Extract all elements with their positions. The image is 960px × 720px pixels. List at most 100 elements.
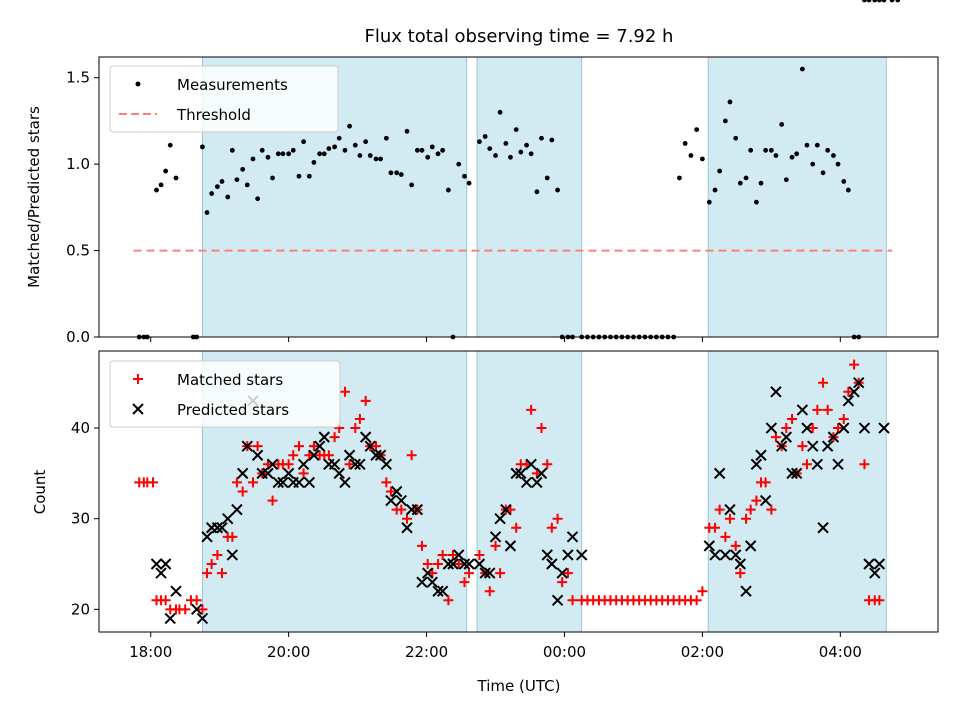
predicted-star-point <box>303 476 316 489</box>
measurement-point <box>497 109 503 115</box>
predicted-star-point <box>703 540 715 552</box>
measurement-point <box>425 154 431 160</box>
predicted-star-point <box>807 440 819 452</box>
measurement-point <box>814 142 820 148</box>
predicted-star-point <box>719 549 732 561</box>
measurement-point <box>866 0 872 3</box>
matched-star-point <box>252 441 263 452</box>
matched-star-point <box>354 413 365 424</box>
matched-star-point <box>298 468 309 479</box>
measurement-point <box>804 142 810 148</box>
matched-star-point <box>406 450 417 461</box>
x-tick-label: 18:00 <box>129 643 172 661</box>
top-panel: 0.0 0.5 1.0 1.5 Matched/Predicted stars Mea… <box>25 0 939 346</box>
measurement-point <box>225 194 231 200</box>
predicted-star-point <box>765 422 778 434</box>
predicted-star-point <box>282 467 295 480</box>
matched-star-point <box>797 441 808 452</box>
measurement-point <box>722 118 728 124</box>
predicted-star-point <box>817 522 829 534</box>
predicted-star-point <box>395 494 407 507</box>
matched-star-point <box>344 459 355 470</box>
measurement-point <box>763 147 769 153</box>
measurement-point <box>234 177 240 183</box>
measurement-point <box>290 147 296 153</box>
predicted-star-point <box>266 458 279 471</box>
bottom-panel-frame <box>98 350 939 633</box>
predicted-star-point <box>576 549 588 561</box>
measurement-point <box>768 147 774 153</box>
y-tick-label: 1.0 <box>66 155 90 173</box>
matched-star-point <box>308 441 319 452</box>
measurement-point <box>357 153 363 158</box>
measurement-point <box>332 144 338 150</box>
measurement-point <box>773 153 779 158</box>
measurement-point <box>466 180 472 186</box>
predicted-star-point <box>541 549 553 561</box>
matched-star-point <box>453 559 464 570</box>
predicted-star-point <box>359 431 372 443</box>
predicted-star-point <box>313 440 326 452</box>
predicted-star-point <box>473 558 486 570</box>
measurement-point <box>363 139 369 145</box>
predicted-star-point <box>479 567 491 579</box>
predicted-star-point <box>566 531 579 543</box>
measurement-point <box>779 122 785 127</box>
predicted-star-point <box>432 585 444 597</box>
predicted-star-point <box>150 558 163 570</box>
measurement-point <box>682 141 688 146</box>
predicted-star-point <box>832 458 844 471</box>
predicted-star-point <box>339 476 351 489</box>
matched-star-point <box>216 568 227 579</box>
measurement-point <box>296 173 302 179</box>
measurement-point <box>737 180 743 186</box>
predicted-star-point <box>241 440 253 452</box>
measurement-point <box>209 191 215 196</box>
matched-star-point <box>227 531 238 542</box>
x-tick-label: 04:00 <box>819 643 862 661</box>
predicted-star-point <box>277 476 289 489</box>
predicted-star-point <box>821 440 834 452</box>
predicted-star-point <box>786 467 798 480</box>
matched-star-point <box>874 595 885 606</box>
predicted-star-point <box>426 576 439 588</box>
predicted-star-point <box>848 386 860 398</box>
predicted-star-point <box>201 531 213 543</box>
measurement-point <box>462 173 467 179</box>
matched-star-point <box>433 559 444 570</box>
matched-star-point <box>735 568 746 579</box>
predicted-star-point <box>489 531 502 543</box>
predicted-star-point <box>390 485 403 498</box>
matched-star-point <box>770 432 781 443</box>
matched-star-point <box>760 477 771 488</box>
measurement-point <box>275 151 281 157</box>
predicted-star-point <box>842 395 855 407</box>
measurement-point <box>528 151 534 157</box>
predicted-star-point <box>370 449 382 461</box>
matched-star-point <box>801 459 812 470</box>
matched-star-point <box>381 477 392 488</box>
shaded-interval <box>476 56 583 338</box>
matched-star-point <box>212 549 223 560</box>
measurement-point <box>895 0 901 3</box>
top-y-axis-label: Matched/Predicted stars <box>25 106 43 288</box>
measurement-point <box>754 199 759 205</box>
measurement-point <box>244 182 250 188</box>
matched-star-point <box>536 423 547 434</box>
predicted-legend-label: Predicted stars <box>177 401 289 419</box>
measurement-point <box>493 153 498 158</box>
matched-star-point <box>807 423 818 434</box>
matched-star-point <box>818 377 829 388</box>
matched-star-point <box>562 568 573 579</box>
measurement-point <box>555 187 560 193</box>
predicted-star-point <box>775 440 788 452</box>
measurement-point <box>677 175 682 181</box>
matched-star-point <box>843 386 854 397</box>
measurement-point <box>255 196 261 202</box>
matched-star-point <box>552 513 563 524</box>
matched-star-point <box>567 595 578 606</box>
predicted-star-point <box>520 476 533 489</box>
measurement-point <box>163 168 169 174</box>
matched-star-point <box>180 604 191 615</box>
matched-star-point <box>787 413 798 424</box>
